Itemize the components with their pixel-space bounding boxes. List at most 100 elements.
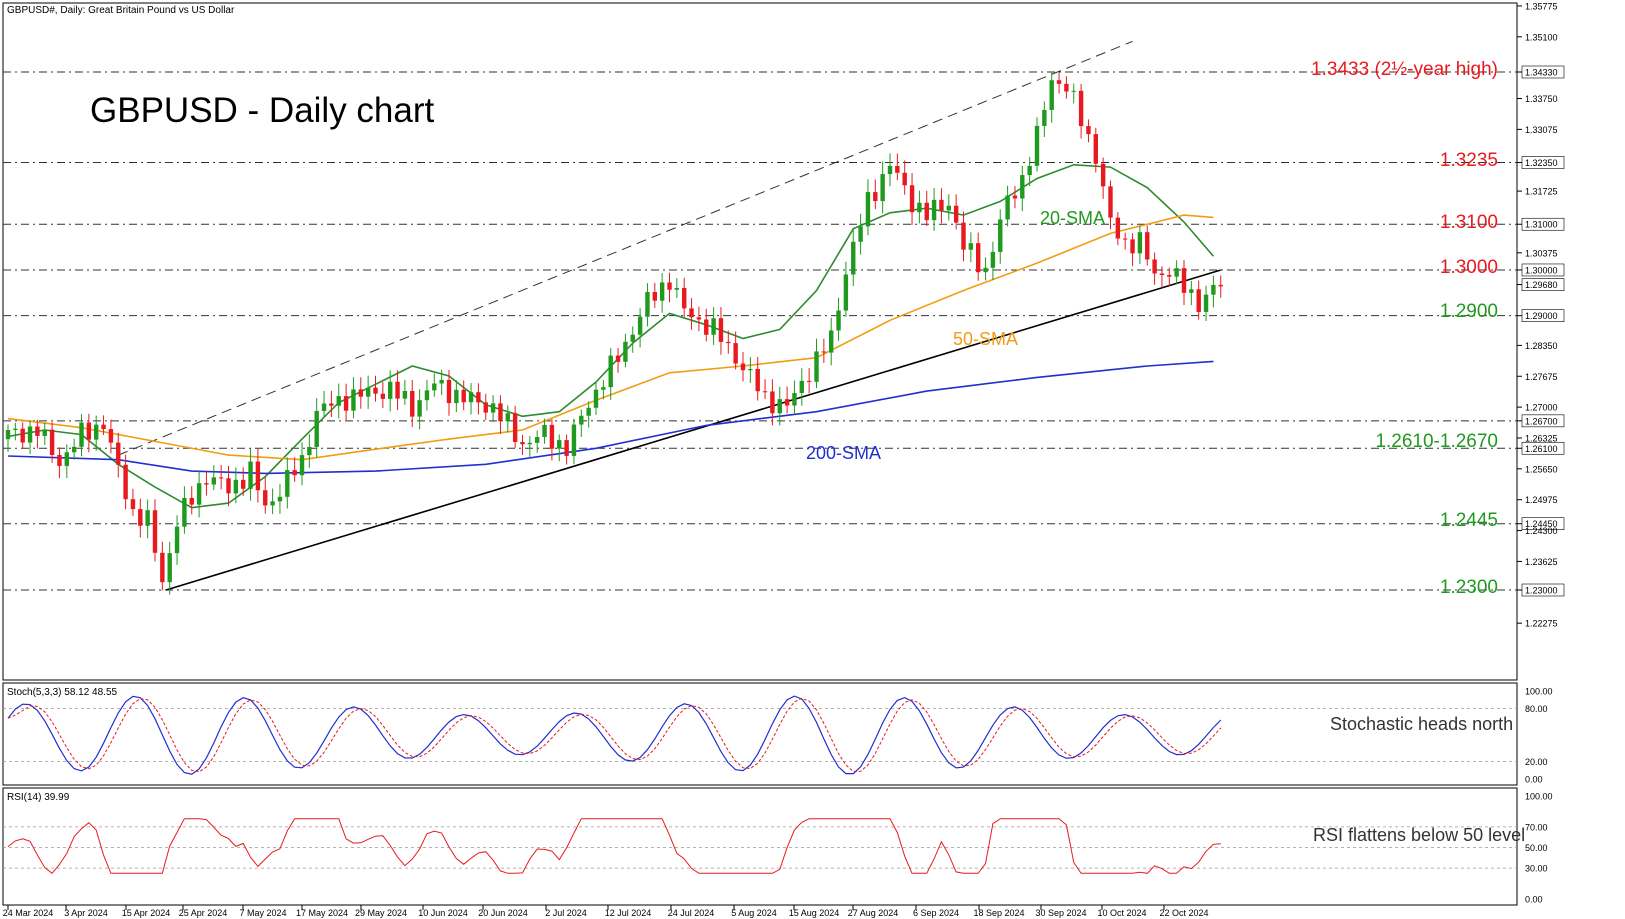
price-tag (1521, 309, 1565, 322)
candle-body (1159, 273, 1165, 276)
candle-body (226, 478, 231, 494)
time-tick-label: 18 Sep 2024 (973, 908, 1024, 918)
stoch-k-line (7, 695, 1222, 775)
candle-body (307, 446, 312, 456)
candle-body (1086, 126, 1091, 135)
candle-body (608, 355, 613, 388)
candle-body (542, 424, 547, 437)
candle-body (748, 368, 753, 371)
candle-body (27, 426, 33, 443)
sma-layer (7, 163, 1215, 509)
candle-body (836, 310, 841, 331)
candle-body (189, 497, 194, 505)
candle-body (512, 413, 518, 442)
candle-body (814, 351, 819, 382)
lines-layer (118, 40, 1221, 591)
candle-body (5, 429, 11, 440)
stoch-d-line (7, 697, 1222, 773)
candle-body (976, 243, 981, 273)
candle-body (1049, 80, 1054, 110)
price-tick-label: 1.33750 (1525, 94, 1558, 104)
price-tick-label: 1.32350 (1525, 158, 1558, 168)
candle-body (784, 399, 790, 406)
time-tick-label: 12 Jul 2024 (605, 908, 652, 918)
candle-body (1130, 239, 1135, 254)
price-tick-label: 1.31000 (1525, 220, 1558, 230)
price-tick-label: 1.26700 (1525, 416, 1558, 426)
candle-body (145, 510, 150, 526)
time-tick-label: 22 Oct 2024 (1159, 908, 1208, 918)
candle-body (931, 199, 937, 221)
candle-body (689, 308, 694, 318)
price-tick-label: 1.26325 (1525, 433, 1558, 443)
level-label: 1.3433 (2½-year high) (1311, 59, 1498, 80)
sma-line-50-SMA (7, 214, 1214, 461)
candle-body (821, 351, 827, 353)
candle-body (432, 383, 437, 391)
price-tick-label: 1.31725 (1525, 187, 1558, 197)
candle-body (1012, 195, 1018, 199)
price-tick-label: 1.33075 (1525, 125, 1558, 135)
price-tick-label: 1.35775 (1525, 1, 1558, 11)
price-tick-label: 1.34330 (1525, 68, 1558, 78)
candle-body (152, 510, 158, 553)
price-tick-label: 1.24450 (1525, 519, 1558, 529)
candle-body (1152, 259, 1157, 274)
candle-body (902, 172, 907, 186)
candle-body (167, 553, 172, 583)
candle-body (1189, 289, 1194, 293)
candle-body (42, 429, 47, 436)
candle-body (182, 497, 187, 527)
candle-body (696, 317, 702, 320)
oscillator-layer (3, 695, 1517, 874)
candle-body (1211, 284, 1216, 295)
candle-body (535, 436, 540, 443)
rsi-tick-label: 100.00 (1525, 792, 1553, 802)
symbol-line: GBPUSD#, Daily: Great Britain Pound vs U… (7, 5, 235, 16)
stoch-tick-label: 80.00 (1525, 704, 1548, 714)
candle-body (57, 454, 62, 466)
candle-body (645, 291, 650, 317)
candle-body (439, 379, 444, 384)
candle-body (248, 461, 253, 489)
candle-body (601, 387, 606, 390)
stoch-tick-label: 100.00 (1525, 687, 1553, 697)
price-tag (1521, 517, 1565, 531)
candle-body (755, 368, 760, 392)
candle-body (373, 387, 378, 394)
candle-body (873, 192, 878, 202)
time-tick-label: 25 Apr 2024 (179, 908, 228, 918)
candle-body (64, 452, 69, 466)
candle-body (1005, 195, 1010, 220)
price-tick-label: 1.27675 (1525, 372, 1558, 382)
rsi-tick-label: 70.00 (1525, 822, 1548, 832)
candles-layer (5, 72, 1223, 595)
price-tick-label: 1.22275 (1525, 619, 1558, 629)
time-tick-label: 2 Jul 2024 (545, 908, 587, 918)
labels-layer: 1.3433 (2½-year high) 1.3235 1.3100 1.3000 1… (1311, 59, 1498, 598)
time-tick-label: 3 Apr 2024 (64, 908, 108, 918)
candle-body (924, 202, 929, 221)
rsi-tick-label: 30.00 (1525, 864, 1548, 874)
candle-body (1108, 186, 1113, 218)
price-tick-label: 1.27000 (1525, 403, 1558, 413)
candle-body (196, 483, 202, 505)
candle-body (292, 470, 297, 476)
candle-body (204, 483, 209, 485)
time-tick-label: 10 Oct 2024 (1097, 908, 1146, 918)
candle-body (564, 440, 569, 456)
candle-body (909, 185, 915, 213)
candle-body (94, 424, 99, 440)
channel-upper-line (118, 40, 1133, 456)
candle-body (659, 282, 665, 301)
candle-body (1167, 275, 1172, 277)
candle-body (961, 222, 966, 250)
price-tick-label: 1.23000 (1525, 586, 1558, 596)
candle-body (549, 424, 555, 449)
price-tag (1521, 583, 1565, 597)
candle-body (402, 390, 408, 399)
candle-body (792, 393, 797, 406)
candle-body (446, 379, 452, 404)
candle-body (917, 202, 922, 213)
stoch-title: Stoch(5,3,3) 58.12 48.55 (7, 687, 118, 698)
